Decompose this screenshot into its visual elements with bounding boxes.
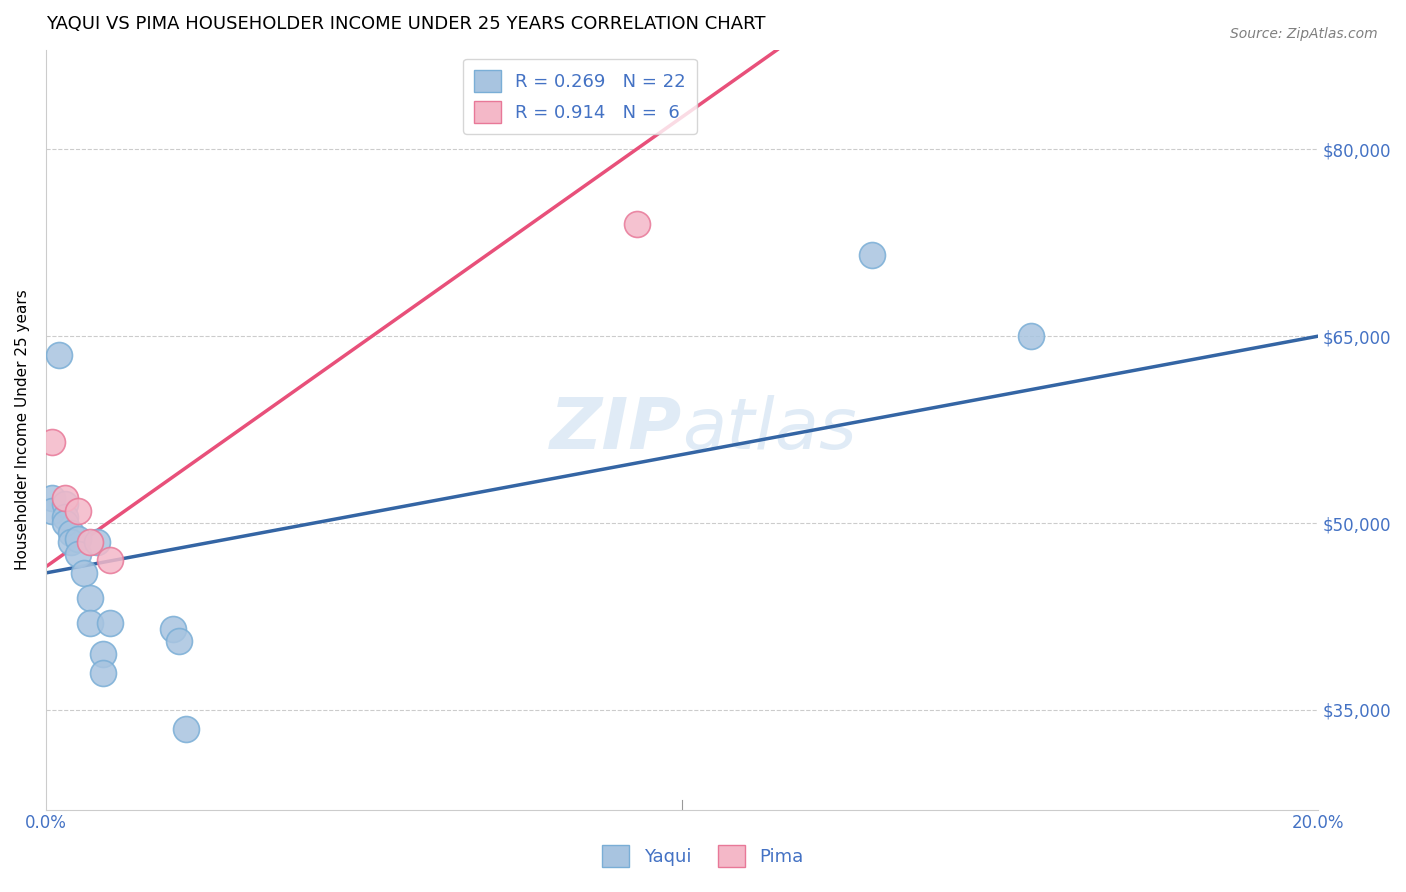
Point — [53, 491, 76, 506]
Point — [53, 509, 76, 524]
Point — [41, 503, 63, 517]
Point — [1021, 329, 1043, 343]
Y-axis label: Householder Income Under 25 years: Householder Income Under 25 years — [15, 289, 30, 570]
Text: ZIP: ZIP — [550, 395, 682, 464]
Point — [79, 534, 101, 549]
Point — [66, 503, 89, 517]
Point — [79, 591, 101, 605]
Point — [98, 615, 121, 630]
Text: YAQUI VS PIMA HOUSEHOLDER INCOME UNDER 25 YEARS CORRELATION CHART: YAQUI VS PIMA HOUSEHOLDER INCOME UNDER 2… — [46, 15, 765, 33]
Point — [91, 647, 114, 661]
Point — [162, 622, 184, 636]
Point — [53, 516, 76, 530]
Point — [91, 665, 114, 680]
Text: Source: ZipAtlas.com: Source: ZipAtlas.com — [1230, 27, 1378, 41]
Point — [862, 248, 884, 262]
Point — [626, 217, 648, 231]
Legend: Yaqui, Pima: Yaqui, Pima — [595, 838, 811, 874]
Text: atlas: atlas — [682, 395, 856, 464]
Point — [41, 491, 63, 506]
Legend: R = 0.269   N = 22, R = 0.914   N =  6: R = 0.269 N = 22, R = 0.914 N = 6 — [463, 59, 697, 134]
Point — [60, 534, 83, 549]
Point — [53, 497, 76, 511]
Point — [86, 534, 108, 549]
Point — [60, 526, 83, 541]
Point — [48, 348, 70, 362]
Point — [169, 634, 191, 648]
Point — [66, 547, 89, 561]
Point — [41, 435, 63, 450]
Point — [73, 566, 96, 580]
Point — [174, 722, 197, 736]
Point — [79, 615, 101, 630]
Point — [66, 533, 89, 547]
Point — [98, 553, 121, 567]
